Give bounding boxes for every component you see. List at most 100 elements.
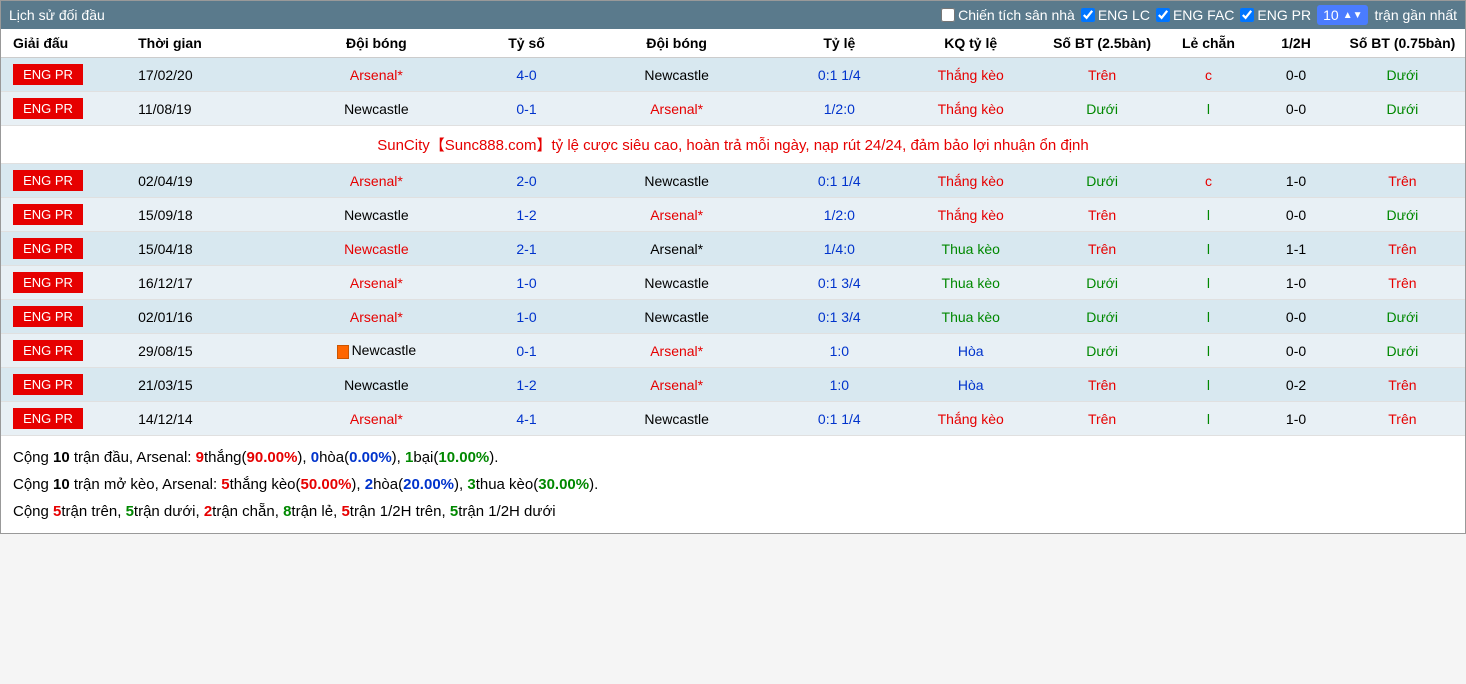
table-row: ENG PR29/08/15Newcastle0-1Arsenal*1:0Hòa… <box>1 334 1465 368</box>
away-team: Arsenal* <box>577 368 777 402</box>
col-half: 1/2H <box>1252 29 1340 58</box>
ou075: Trên <box>1340 368 1465 402</box>
ou075: Trên <box>1340 164 1465 198</box>
home-team: Arsenal* <box>276 266 476 300</box>
odds: 1/4:0 <box>777 232 902 266</box>
away-team: Arsenal* <box>577 334 777 368</box>
home-record-checkbox[interactable] <box>941 8 955 22</box>
filter-eng-pr-checkbox[interactable] <box>1240 8 1254 22</box>
col-ou075: Số BT (0.75bàn) <box>1340 29 1465 58</box>
home-record-filter[interactable]: Chiến tích sân nhà <box>941 7 1075 23</box>
filter-eng-lc[interactable]: ENG LC <box>1081 7 1150 23</box>
league-badge: ENG PR <box>1 58 126 92</box>
away-team: Newcastle <box>577 300 777 334</box>
table-row: ENG PR17/02/20Arsenal*4-0Newcastle0:1 1/… <box>1 58 1465 92</box>
h2h-container: Lịch sử đối đầu Chiến tích sân nhà ENG L… <box>0 0 1466 534</box>
ou075: Dưới <box>1340 92 1465 126</box>
odd-even: l <box>1165 402 1253 436</box>
table-row: ENG PR16/12/17Arsenal*1-0Newcastle0:1 3/… <box>1 266 1465 300</box>
half-score: 0-0 <box>1252 334 1340 368</box>
odd-even: l <box>1165 198 1253 232</box>
away-team: Newcastle <box>577 266 777 300</box>
half-score: 0-0 <box>1252 198 1340 232</box>
ou25: Dưới <box>1040 334 1165 368</box>
score: 1-2 <box>476 368 576 402</box>
league-badge: ENG PR <box>1 92 126 126</box>
filter-eng-lc-checkbox[interactable] <box>1081 8 1095 22</box>
col-oe: Lẻ chẵn <box>1165 29 1253 58</box>
count-suffix: trận gần nhất <box>1374 7 1457 23</box>
league-badge: ENG PR <box>1 300 126 334</box>
match-date: 14/12/14 <box>126 402 276 436</box>
ou25: Trên <box>1040 198 1165 232</box>
odd-even: l <box>1165 334 1253 368</box>
ou25: Trên <box>1040 402 1165 436</box>
odd-even: c <box>1165 58 1253 92</box>
odds-result: Thắng kèo <box>902 402 1040 436</box>
score: 2-1 <box>476 232 576 266</box>
ou25: Dưới <box>1040 164 1165 198</box>
odds: 1:0 <box>777 334 902 368</box>
odds: 1:0 <box>777 368 902 402</box>
home-team: Newcastle <box>276 198 476 232</box>
half-score: 1-1 <box>1252 232 1340 266</box>
ou25: Dưới <box>1040 300 1165 334</box>
ou25: Trên <box>1040 58 1165 92</box>
ou075: Trên <box>1340 402 1465 436</box>
col-away: Đội bóng <box>577 29 777 58</box>
table-row: ENG PR11/08/19Newcastle0-1Arsenal*1/2:0T… <box>1 92 1465 126</box>
table-row: ENG PR02/04/19Arsenal*2-0Newcastle0:1 1/… <box>1 164 1465 198</box>
half-score: 1-0 <box>1252 266 1340 300</box>
score: 2-0 <box>476 164 576 198</box>
league-badge: ENG PR <box>1 232 126 266</box>
home-team: Arsenal* <box>276 164 476 198</box>
chevron-updown-icon: ▲▼ <box>1343 10 1363 21</box>
col-result: KQ tỷ lệ <box>902 29 1040 58</box>
filter-eng-pr[interactable]: ENG PR <box>1240 7 1311 23</box>
red-card-icon <box>337 345 349 359</box>
promo-row[interactable]: SunCity【Sunc888.com】tỷ lệ cược siêu cao,… <box>1 126 1465 164</box>
col-ou25: Số BT (2.5bàn) <box>1040 29 1165 58</box>
table-row: ENG PR21/03/15Newcastle1-2Arsenal*1:0Hòa… <box>1 368 1465 402</box>
home-team: Newcastle <box>276 232 476 266</box>
filter-eng-fac[interactable]: ENG FAC <box>1156 7 1234 23</box>
odds-result: Hòa <box>902 368 1040 402</box>
odd-even: l <box>1165 266 1253 300</box>
header-bar: Lịch sử đối đầu Chiến tích sân nhà ENG L… <box>1 1 1465 29</box>
league-badge: ENG PR <box>1 402 126 436</box>
match-date: 15/09/18 <box>126 198 276 232</box>
away-team: Arsenal* <box>577 232 777 266</box>
home-team: Arsenal* <box>276 300 476 334</box>
league-badge: ENG PR <box>1 334 126 368</box>
match-count-select[interactable]: 10 ▲▼ <box>1317 5 1368 25</box>
home-team: Newcastle <box>276 92 476 126</box>
odd-even: l <box>1165 300 1253 334</box>
half-score: 1-0 <box>1252 164 1340 198</box>
match-date: 02/01/16 <box>126 300 276 334</box>
score: 4-0 <box>476 58 576 92</box>
league-badge: ENG PR <box>1 368 126 402</box>
odd-even: l <box>1165 92 1253 126</box>
filter-eng-fac-checkbox[interactable] <box>1156 8 1170 22</box>
summary: Cộng 10 trận đầu, Arsenal: 9thắng(90.00%… <box>1 436 1465 533</box>
score: 1-2 <box>476 198 576 232</box>
summary-line-2: Cộng 10 trận mở kèo, Arsenal: 5thắng kèo… <box>13 471 1453 498</box>
ou075: Dưới <box>1340 58 1465 92</box>
odds-result: Thua kèo <box>902 266 1040 300</box>
odds: 0:1 1/4 <box>777 164 902 198</box>
odds: 1/2:0 <box>777 198 902 232</box>
odds: 0:1 1/4 <box>777 58 902 92</box>
ou25: Dưới <box>1040 92 1165 126</box>
summary-line-1: Cộng 10 trận đầu, Arsenal: 9thắng(90.00%… <box>13 444 1453 471</box>
h2h-table: Giải đấu Thời gian Đội bóng Tỷ số Đội bó… <box>1 29 1465 436</box>
match-date: 11/08/19 <box>126 92 276 126</box>
ou075: Trên <box>1340 232 1465 266</box>
score: 0-1 <box>476 92 576 126</box>
odds: 0:1 1/4 <box>777 402 902 436</box>
col-date: Thời gian <box>126 29 276 58</box>
ou075: Dưới <box>1340 334 1465 368</box>
ou075: Dưới <box>1340 300 1465 334</box>
table-header: Giải đấu Thời gian Đội bóng Tỷ số Đội bó… <box>1 29 1465 58</box>
home-team: Newcastle <box>276 368 476 402</box>
away-team: Newcastle <box>577 58 777 92</box>
